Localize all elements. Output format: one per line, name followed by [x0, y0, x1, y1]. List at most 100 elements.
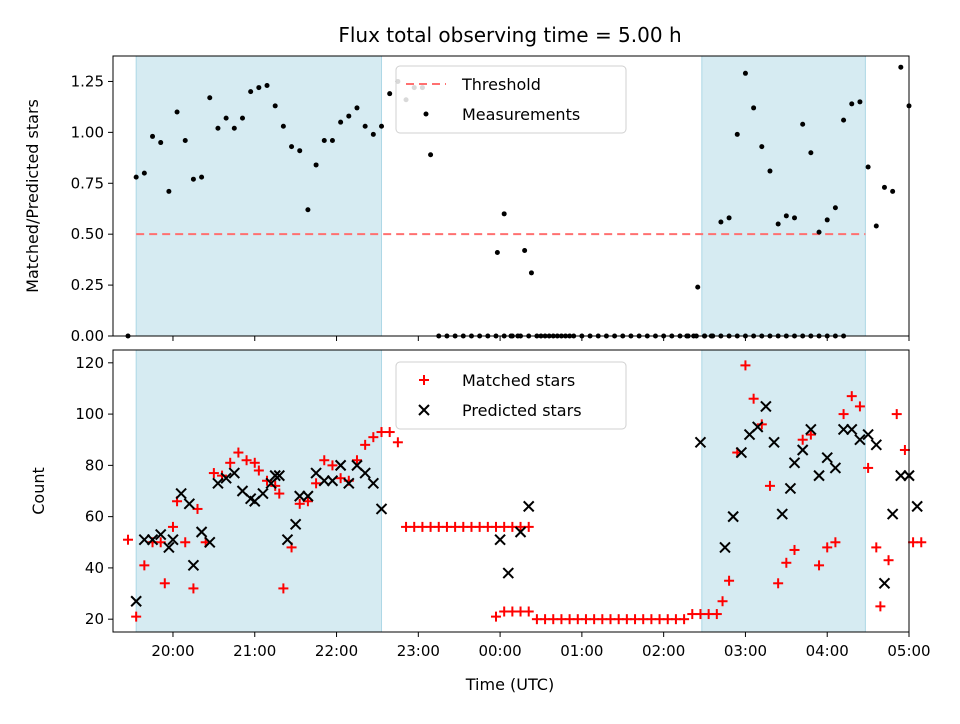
predicted-star-point [788, 457, 801, 469]
predicted-star-point [281, 534, 294, 546]
x-tick-label: 20:00 [151, 642, 194, 660]
matched-star-point [724, 575, 735, 586]
measurement-point [264, 83, 270, 89]
matched-star-point [717, 596, 728, 607]
measurement-point [215, 125, 221, 131]
measurement-point [873, 223, 879, 229]
bottom-y-ticks: 20 40 60 80 100 120 [75, 354, 113, 628]
matched-star-point [180, 537, 191, 548]
bottom-x-ticks: 20:00 21:00 22:00 23:00 00:00 01:00 02:00 03:00… [151, 632, 931, 660]
matched-star-point [838, 409, 849, 420]
predicted-star-point [829, 462, 842, 474]
top-y-axis-label: Matched/Predicted stars [23, 99, 42, 293]
y-tick-label: 20 [85, 610, 104, 628]
matched-star-point [764, 480, 775, 491]
matched-star-point [233, 447, 244, 458]
measurement-point [207, 95, 213, 101]
predicted-star-point [187, 559, 200, 572]
chart-title: Flux total observing time = 5.00 h [338, 23, 681, 47]
predicted-star-point [796, 444, 809, 456]
matched-star-point [278, 583, 289, 594]
matched-star-point [294, 498, 305, 509]
predicted-star-point [343, 477, 355, 490]
x-tick-label: 05:00 [887, 642, 930, 660]
measurement-point [166, 188, 172, 194]
measurement-point [428, 152, 434, 158]
predicted-star-point [220, 472, 232, 484]
y-tick-label: 0.00 [71, 327, 104, 345]
matched-star-point [274, 488, 285, 499]
matched-star-point [789, 544, 800, 555]
predicted-star-point [273, 469, 285, 482]
measurement-point [695, 284, 701, 290]
x-tick-label: 02:00 [642, 642, 685, 660]
measurement-point [808, 150, 814, 156]
measurement-point [800, 121, 806, 127]
measurement-point [256, 85, 262, 91]
y-tick-label: 1.00 [71, 123, 104, 141]
measurement-point [767, 168, 773, 174]
measurement-point [775, 221, 781, 227]
legend-measurements-swatch [423, 111, 429, 117]
predicted-star-point [334, 459, 347, 472]
predicted-star-point [269, 469, 281, 482]
predicted-star-point [878, 577, 891, 589]
predicted-star-point [805, 423, 817, 436]
matched-star-point [188, 583, 199, 594]
matched-star-point [208, 468, 219, 479]
predicted-star-point [727, 510, 739, 523]
predicted-star-point [359, 467, 371, 479]
matched-star-point [875, 601, 886, 612]
measurement-point [329, 138, 335, 144]
predicted-star-point [768, 436, 780, 448]
matched-star-point [319, 455, 330, 466]
measurement-point [528, 270, 534, 276]
bottom-legend: Matched stars Predicted stars [395, 361, 627, 430]
matched-star-point [891, 409, 902, 420]
predicted-star-point [719, 541, 731, 554]
measurement-point [792, 215, 798, 221]
x-tick-label: 23:00 [397, 642, 440, 660]
measurement-point [816, 229, 822, 235]
predicted-star-point [375, 503, 388, 515]
predicted-star-point [886, 508, 899, 520]
measurement-point [305, 207, 311, 213]
y-tick-label: 120 [75, 354, 104, 372]
predicted-star-point [751, 421, 764, 433]
predicted-star-point [846, 423, 858, 436]
measurement-point [890, 188, 896, 194]
measurement-point [141, 170, 147, 176]
measurement-point [272, 103, 278, 109]
observing-window-span [701, 55, 866, 337]
predicted-star-point [494, 534, 506, 546]
matched-star-point [351, 455, 362, 466]
matched-star-point [523, 606, 534, 617]
measurement-point [881, 184, 887, 190]
measurement-point [231, 125, 237, 131]
matched-star-point [846, 391, 857, 402]
measurement-point [174, 109, 180, 115]
predicted-star-point [318, 475, 330, 487]
observing-window-span [701, 349, 866, 633]
measurement-point [751, 105, 757, 111]
bottom-plot-frame [112, 349, 910, 633]
measurement-point [898, 64, 904, 70]
matched-star-point [491, 611, 502, 622]
matched-star-point [814, 560, 825, 571]
measurement-point [280, 123, 286, 129]
predicted-star-point [784, 482, 797, 495]
y-tick-label: 0.75 [71, 174, 104, 192]
predicted-star-point [911, 500, 923, 513]
y-tick-label: 1.25 [71, 72, 104, 90]
predicted-star-point [257, 487, 269, 500]
predicted-star-point [821, 451, 833, 464]
measurement-point [379, 123, 385, 129]
predicted-star-point [294, 490, 306, 502]
y-tick-label: 80 [85, 456, 104, 474]
matched-star-point [679, 614, 690, 625]
x-tick-label: 01:00 [560, 642, 603, 660]
predicted-star-point [183, 498, 196, 510]
legend-matched-label: Matched stars [462, 371, 575, 390]
top-panel: 0.00 0.25 0.50 0.75 1.00 1.25 Matched/Predict… [23, 55, 912, 345]
predicted-star-point [138, 534, 151, 546]
